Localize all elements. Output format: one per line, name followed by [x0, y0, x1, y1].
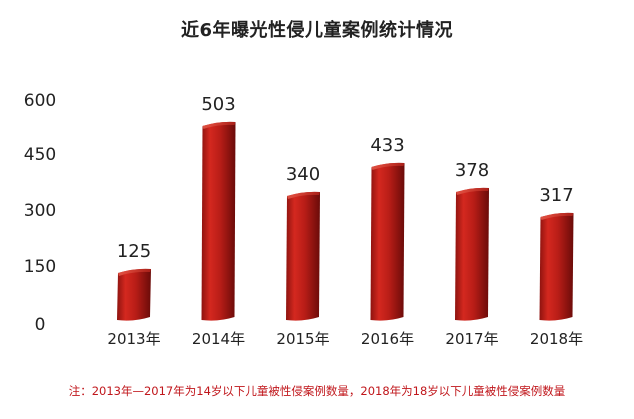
bar-2018年: [539, 212, 574, 321]
x-tick-label-2016年: 2016年: [361, 330, 414, 348]
data-label-2016年: 433: [370, 135, 404, 156]
bar-cap-2014年: [202, 121, 236, 129]
data-label-2013年: 125: [117, 241, 151, 262]
data-label-2014年: 503: [201, 94, 235, 115]
x-tick-label-2017年: 2017年: [445, 330, 498, 348]
y-axis-ticks: 0 150 300 450 600: [24, 91, 56, 335]
x-axis-ticks: 2013年 2014年 2015年 2016年 2017年 2018年: [107, 330, 583, 348]
bar-2015年: [286, 191, 320, 321]
y-tick-label-150: 150: [24, 257, 56, 277]
bar-cap-2018年: [540, 212, 574, 220]
data-labels-group: 125 503 340 433 378 317: [117, 94, 574, 262]
bars-group: [117, 121, 574, 321]
bar-cap-2016年: [371, 162, 405, 170]
bar-cap-2017年: [456, 187, 489, 195]
x-tick-label-2013年: 2013年: [107, 330, 160, 348]
bar-2013年: [117, 268, 151, 321]
bar-cap-2015年: [287, 191, 320, 199]
bar-2017年: [455, 187, 489, 321]
x-tick-label-2015年: 2015年: [276, 330, 329, 348]
x-tick-label-2014年: 2014年: [192, 330, 245, 348]
bar-2014年: [201, 121, 236, 321]
bar-2016年: [370, 162, 405, 321]
x-tick-label-2018年: 2018年: [530, 330, 583, 348]
footnote: 注：2013年—2017年为14岁以下儿童被性侵案例数量，2018年为18岁以下…: [68, 384, 566, 398]
y-tick-label-450: 450: [24, 145, 56, 165]
y-tick-label-600: 600: [24, 91, 56, 111]
data-label-2015年: 340: [286, 164, 320, 185]
chart-title: 近6年曝光性侵儿童案例统计情况: [180, 20, 454, 41]
y-tick-label-300: 300: [24, 201, 56, 221]
bar-cap-2013年: [118, 268, 151, 276]
data-label-2018年: 317: [539, 185, 573, 206]
data-label-2017年: 378: [455, 160, 489, 181]
y-tick-label-0: 0: [35, 315, 46, 335]
